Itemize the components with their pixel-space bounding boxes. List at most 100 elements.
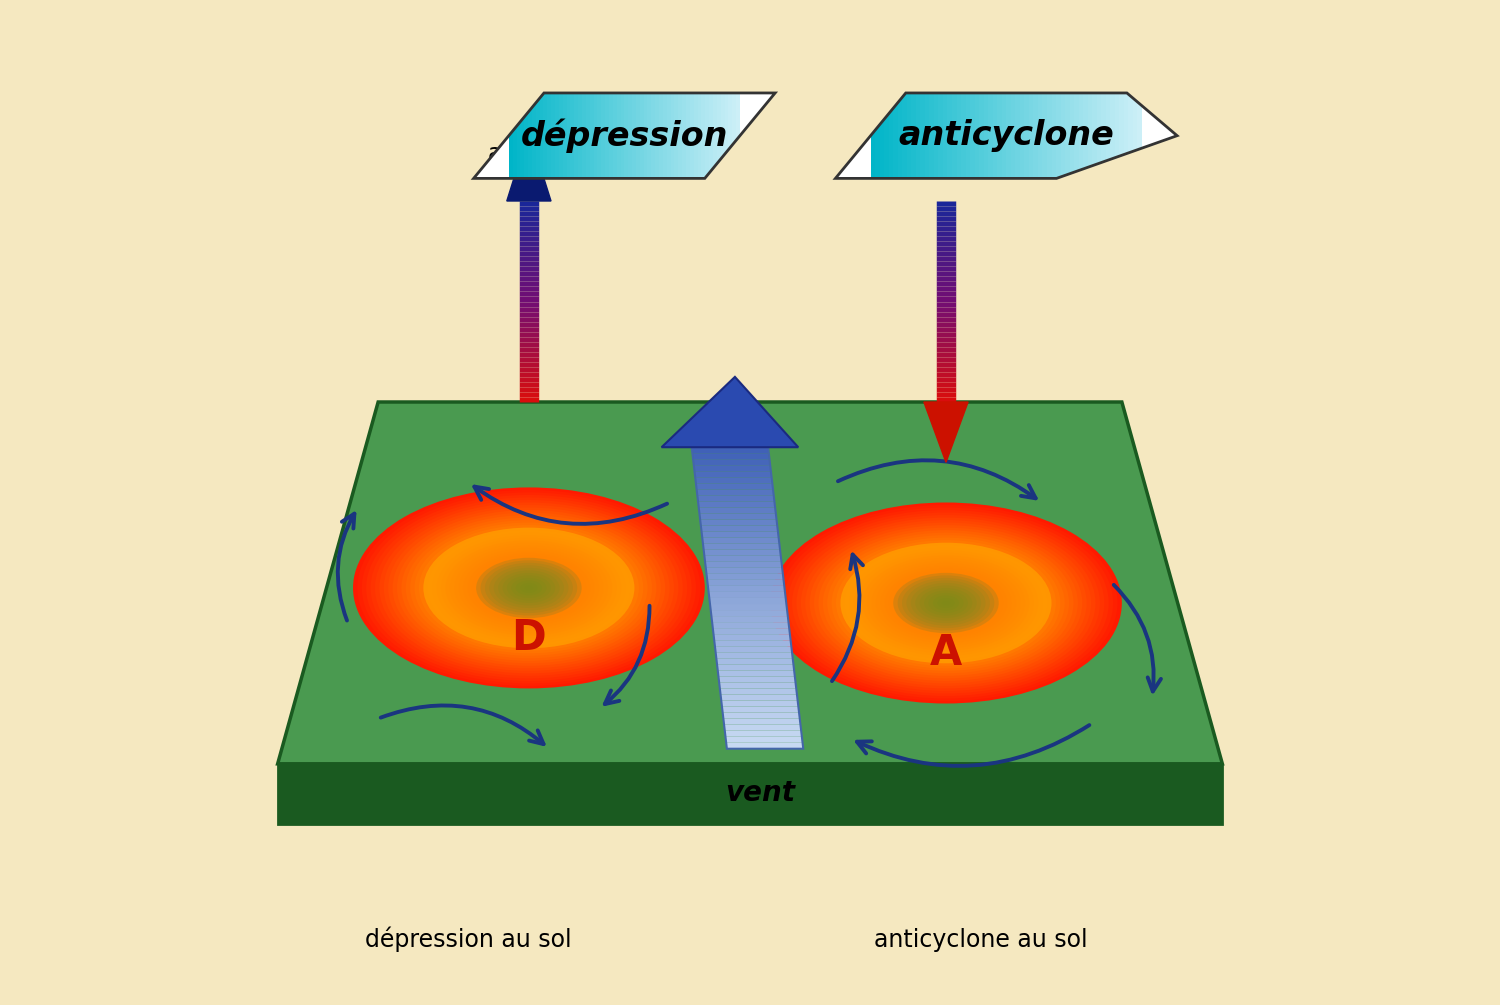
Polygon shape: [636, 93, 640, 179]
Polygon shape: [1119, 93, 1124, 179]
Polygon shape: [692, 447, 770, 453]
Polygon shape: [550, 93, 555, 179]
Polygon shape: [712, 93, 717, 179]
Ellipse shape: [402, 515, 657, 661]
Polygon shape: [939, 93, 944, 179]
Polygon shape: [962, 93, 966, 179]
Polygon shape: [699, 514, 777, 520]
Polygon shape: [698, 495, 774, 501]
Ellipse shape: [933, 595, 958, 610]
Polygon shape: [524, 93, 528, 179]
Polygon shape: [1020, 93, 1025, 179]
Ellipse shape: [902, 578, 990, 628]
Polygon shape: [710, 93, 712, 179]
Polygon shape: [1070, 93, 1074, 179]
Polygon shape: [874, 93, 879, 179]
Polygon shape: [724, 731, 803, 737]
Polygon shape: [712, 622, 789, 628]
Ellipse shape: [370, 497, 687, 678]
Polygon shape: [712, 628, 791, 634]
Polygon shape: [1083, 93, 1088, 179]
Polygon shape: [884, 93, 888, 179]
Ellipse shape: [862, 555, 1029, 651]
Polygon shape: [732, 93, 736, 179]
Ellipse shape: [831, 538, 1060, 668]
Ellipse shape: [476, 558, 582, 618]
Polygon shape: [957, 93, 962, 179]
Ellipse shape: [489, 565, 568, 610]
Ellipse shape: [512, 578, 546, 598]
Ellipse shape: [897, 575, 995, 631]
Polygon shape: [975, 93, 980, 179]
Text: air
ascendant: air ascendant: [488, 113, 610, 166]
Ellipse shape: [778, 508, 1113, 698]
Ellipse shape: [427, 531, 630, 646]
Polygon shape: [567, 93, 570, 179]
Ellipse shape: [806, 523, 1086, 683]
Ellipse shape: [503, 573, 555, 603]
Polygon shape: [616, 93, 621, 179]
Polygon shape: [714, 640, 792, 646]
Ellipse shape: [871, 560, 1020, 646]
Polygon shape: [711, 616, 789, 622]
Ellipse shape: [380, 502, 678, 673]
Ellipse shape: [419, 525, 639, 651]
Text: anticyclone au sol: anticyclone au sol: [874, 928, 1088, 952]
Polygon shape: [1096, 93, 1101, 179]
Ellipse shape: [828, 535, 1065, 671]
Polygon shape: [1124, 93, 1128, 179]
Polygon shape: [656, 93, 658, 179]
Ellipse shape: [853, 551, 1038, 655]
Polygon shape: [736, 93, 740, 179]
Polygon shape: [648, 93, 651, 179]
Polygon shape: [722, 707, 800, 713]
Polygon shape: [693, 453, 770, 459]
Polygon shape: [718, 676, 795, 682]
Ellipse shape: [484, 563, 573, 613]
Polygon shape: [696, 483, 772, 489]
Text: A: A: [930, 632, 962, 674]
Ellipse shape: [915, 585, 976, 620]
Polygon shape: [710, 598, 786, 604]
Ellipse shape: [792, 515, 1100, 691]
Ellipse shape: [375, 499, 682, 675]
Ellipse shape: [520, 583, 537, 593]
Polygon shape: [698, 501, 776, 508]
Polygon shape: [722, 700, 798, 707]
Polygon shape: [694, 465, 771, 471]
Polygon shape: [696, 489, 774, 495]
Polygon shape: [1101, 93, 1106, 179]
Polygon shape: [934, 93, 939, 179]
Polygon shape: [1024, 93, 1029, 179]
Polygon shape: [555, 93, 560, 179]
Ellipse shape: [810, 525, 1083, 681]
Polygon shape: [1047, 93, 1052, 179]
Polygon shape: [717, 658, 794, 664]
Polygon shape: [1110, 93, 1114, 179]
Ellipse shape: [836, 541, 1056, 665]
Polygon shape: [724, 93, 729, 179]
Polygon shape: [614, 93, 616, 179]
Polygon shape: [879, 93, 884, 179]
Ellipse shape: [357, 490, 700, 685]
Polygon shape: [694, 477, 772, 483]
Ellipse shape: [352, 487, 705, 688]
Ellipse shape: [824, 533, 1070, 673]
Polygon shape: [632, 93, 636, 179]
Polygon shape: [1016, 93, 1020, 179]
Polygon shape: [702, 93, 705, 179]
Ellipse shape: [928, 593, 963, 613]
Polygon shape: [582, 93, 586, 179]
Ellipse shape: [815, 528, 1078, 678]
Polygon shape: [700, 520, 777, 526]
Ellipse shape: [516, 580, 542, 595]
Ellipse shape: [910, 583, 981, 623]
Polygon shape: [604, 93, 609, 179]
Ellipse shape: [892, 573, 999, 633]
Polygon shape: [536, 93, 540, 179]
Polygon shape: [944, 93, 948, 179]
Polygon shape: [1034, 93, 1038, 179]
Polygon shape: [702, 532, 778, 538]
Polygon shape: [706, 574, 783, 580]
Polygon shape: [980, 93, 984, 179]
